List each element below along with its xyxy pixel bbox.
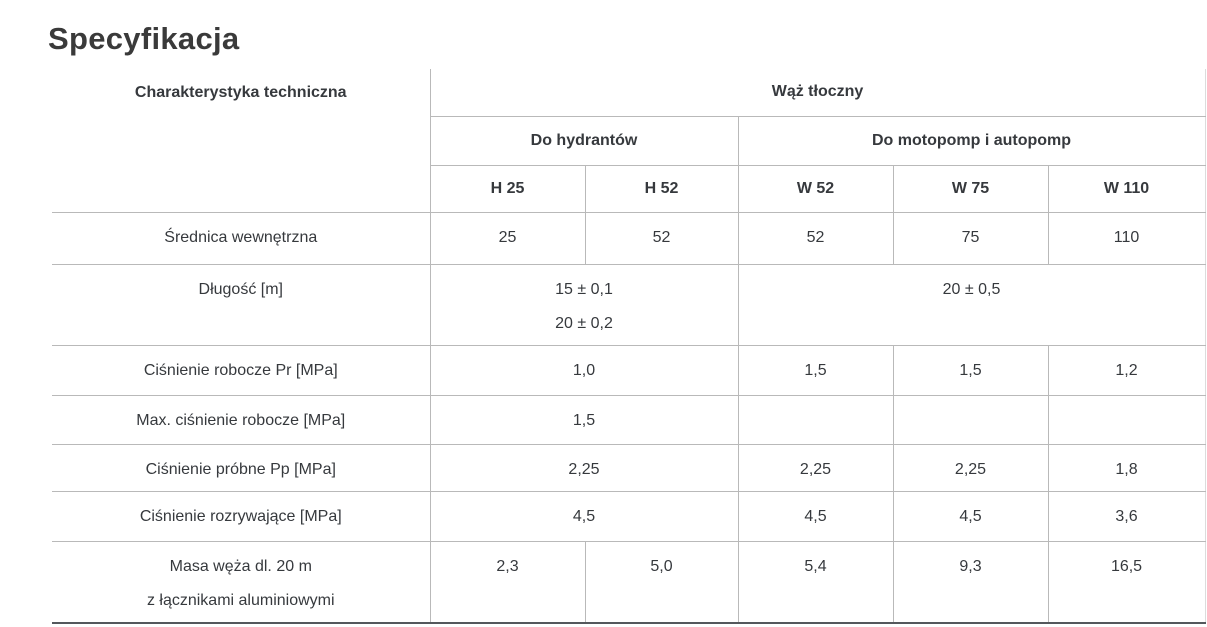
- row-label-masa: Masa węża dl. 20 m z łącznikami aluminio…: [52, 540, 431, 624]
- value-cell: 4,5: [892, 490, 1049, 542]
- value-cell: 2,25: [737, 443, 894, 492]
- value-cell: 1,5: [892, 344, 1049, 396]
- value-cell-empty: [737, 394, 894, 445]
- value-cell-hydrant: 1,5: [429, 394, 739, 445]
- row-label-max-robocze: Max. ciśnienie robocze [MPa]: [52, 394, 431, 445]
- value-cell-hydrant: 2,25: [429, 443, 739, 492]
- value-cell: 3,6: [1047, 490, 1206, 542]
- header-row-top: Charakterystyka techniczna Wąż tłoczny: [52, 69, 1206, 213]
- value-line: 20 ± 0,2: [555, 314, 613, 332]
- value-cell: 16,5: [1047, 540, 1206, 624]
- value-cell: 75: [892, 211, 1049, 265]
- page-title: Specyfikacja: [48, 21, 240, 56]
- table-row-masa: Masa węża dl. 20 m z łącznikami aluminio…: [52, 540, 1206, 624]
- corner-header-charakterystyka: Charakterystyka techniczna: [52, 69, 431, 213]
- row-label-srednica: Średnica wewnętrzna: [52, 211, 431, 265]
- header-waz-tloczny: Wąż tłoczny: [429, 69, 1206, 117]
- value-cell-hydrant: 4,5: [429, 490, 739, 542]
- value-cell: 5,0: [584, 540, 739, 624]
- col-header-w110: W 110: [1047, 164, 1206, 213]
- value-cell: 2,3: [429, 540, 586, 624]
- table-row-max-robocze: Max. ciśnienie robocze [MPa] 1,5: [52, 394, 1206, 445]
- value-cell: 1,8: [1047, 443, 1206, 492]
- value-cell: 1,2: [1047, 344, 1206, 396]
- row-label-probne: Ciśnienie próbne Pp [MPa]: [52, 443, 431, 492]
- table-row-robocze: Ciśnienie robocze Pr [MPa] 1,0 1,5 1,5 1…: [52, 344, 1206, 396]
- col-header-h25: H 25: [429, 164, 586, 213]
- row-label-robocze: Ciśnienie robocze Pr [MPa]: [52, 344, 431, 396]
- row-label-line: Masa węża dl. 20 m: [169, 557, 312, 575]
- table-row-srednica: Średnica wewnętrzna 25 52 52 75 110: [52, 211, 1206, 265]
- col-header-w75: W 75: [892, 164, 1049, 213]
- value-cell-empty: [1047, 394, 1206, 445]
- group-header-do-motopomp: Do motopomp i autopomp: [737, 115, 1206, 166]
- value-cell-hydrant-dlugosc: 15 ± 0,1 20 ± 0,2: [429, 263, 739, 346]
- value-cell: 25: [429, 211, 586, 265]
- group-header-do-hydrantow: Do hydrantów: [429, 115, 739, 166]
- header-row-groups: Do hydrantów Do motopomp i autopomp: [52, 115, 1206, 166]
- table-row-probne: Ciśnienie próbne Pp [MPa] 2,25 2,25 2,25…: [52, 443, 1206, 492]
- value-cell: 110: [1047, 211, 1206, 265]
- value-cell-hydrant: 1,0: [429, 344, 739, 396]
- value-cell: 1,5: [737, 344, 894, 396]
- value-cell: 52: [584, 211, 739, 265]
- header-row-columns: H 25 H 52 W 52 W 75 W 110: [52, 164, 1206, 213]
- col-header-w52: W 52: [737, 164, 894, 213]
- value-cell: 4,5: [737, 490, 894, 542]
- value-cell: 9,3: [892, 540, 1049, 624]
- value-cell: 2,25: [892, 443, 1049, 492]
- table-row-rozrywajace: Ciśnienie rozrywające [MPa] 4,5 4,5 4,5 …: [52, 490, 1206, 542]
- value-cell-empty: [892, 394, 1049, 445]
- value-cell: 52: [737, 211, 894, 265]
- row-label-line: z łącznikami aluminiowymi: [146, 591, 335, 609]
- specification-table: Charakterystyka techniczna Wąż tłoczny D…: [52, 69, 1206, 624]
- table-row-dlugosc: Długość [m] 15 ± 0,1 20 ± 0,2 20 ± 0,5: [52, 263, 1206, 346]
- value-cell: 5,4: [737, 540, 894, 624]
- row-label-rozrywajace: Ciśnienie rozrywające [MPa]: [52, 490, 431, 542]
- col-header-h52: H 52: [584, 164, 739, 213]
- value-cell-motopomp-dlugosc: 20 ± 0,5: [737, 263, 1206, 346]
- value-line: 15 ± 0,1: [555, 280, 613, 298]
- row-label-dlugosc: Długość [m]: [52, 263, 431, 346]
